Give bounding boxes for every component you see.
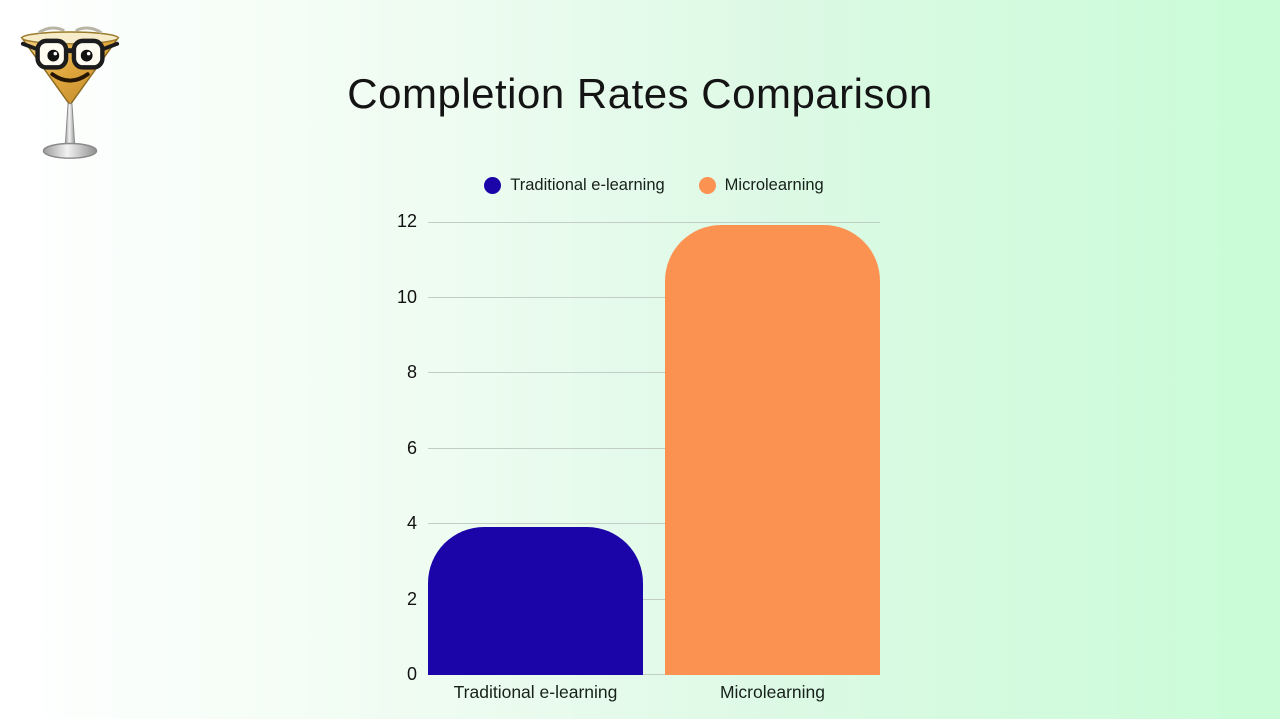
y-tick-label: 8 (406, 362, 417, 382)
gridline (428, 297, 880, 298)
legend-item: Traditional e-learning (484, 176, 665, 195)
legend-label: Traditional e-learning (510, 176, 665, 194)
chart-legend: Traditional e-learning Microlearning (428, 176, 880, 195)
bar-microlearning (665, 225, 880, 675)
legend-item: Microlearning (698, 176, 824, 195)
gridline (428, 674, 880, 675)
x-axis-label: Traditional e-learning (453, 682, 618, 702)
left-eyebrow (38, 26, 65, 34)
right-eyebrow (75, 26, 102, 34)
y-tick-label: 0 (406, 664, 417, 684)
bar-traditional-e-learning (428, 527, 643, 675)
left-eye (47, 49, 60, 62)
chart-title: Completion Rates Comparison (347, 70, 933, 117)
y-tick-label: 6 (406, 438, 417, 458)
martini-rim (21, 31, 119, 45)
gridline (428, 599, 880, 600)
right-eye (80, 49, 93, 62)
gridline (428, 222, 880, 223)
plot-area: 0 2 4 6 8 10 12 Traditional e-learning Microlear… (397, 211, 880, 702)
y-tick-label: 4 (406, 513, 417, 533)
martini-glass-mascot-logo (20, 26, 120, 159)
smile (50, 72, 90, 83)
legend-dot-icon (484, 177, 502, 194)
gridline (428, 448, 880, 449)
gridline (428, 523, 880, 524)
legend-label: Microlearning (724, 176, 824, 194)
gridline (428, 372, 880, 373)
legend-dot-icon (698, 177, 716, 194)
x-axis-label: Microlearning (719, 682, 826, 702)
y-tick-label: 2 (406, 589, 417, 609)
y-tick-label: 10 (396, 287, 417, 307)
base (42, 142, 98, 159)
y-tick-label: 12 (396, 211, 417, 231)
